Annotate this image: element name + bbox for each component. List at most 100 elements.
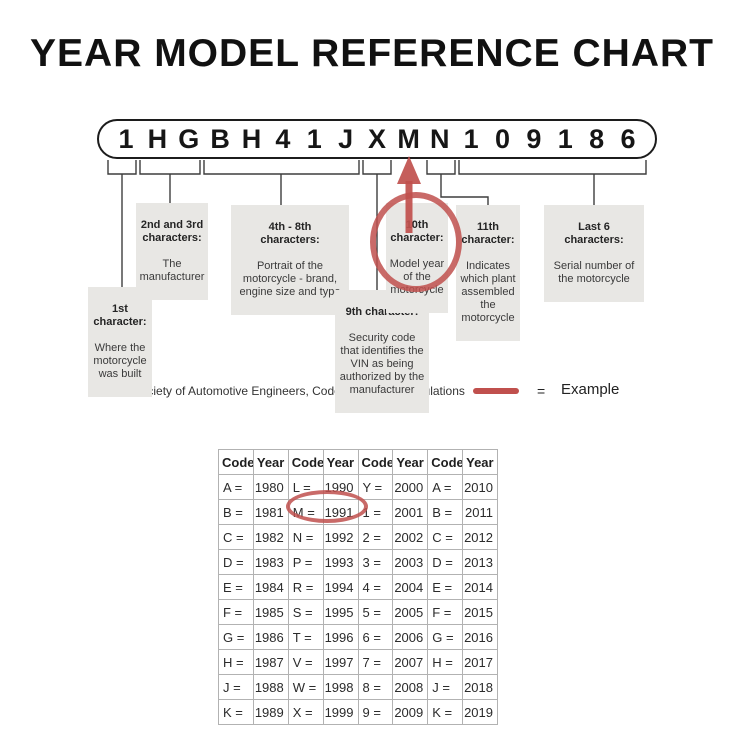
year-cell: 2007 xyxy=(392,649,429,675)
year-cell: 2012 xyxy=(462,524,498,550)
vin-character-4: B xyxy=(210,124,230,154)
code-cell: G = xyxy=(427,624,464,650)
code-cell: C = xyxy=(427,524,464,550)
year-cell: 2001 xyxy=(392,499,429,525)
table-row: B = 1981 M = 1991 1 = 2001 B = 2011 xyxy=(218,499,498,525)
year-cell: 2013 xyxy=(462,549,498,575)
bracket-9th-character xyxy=(362,160,392,175)
year-cell: 1983 xyxy=(252,549,289,575)
code-cell: Y = xyxy=(357,474,394,500)
year-cell: 1989 xyxy=(252,699,289,725)
callout-4th-8th-characters: 4th - 8th characters: Portrait of the mo… xyxy=(231,205,349,315)
column-header: Year xyxy=(462,449,498,475)
bracket-last-6-characters xyxy=(458,160,647,175)
vin-character-3: G xyxy=(178,124,200,154)
vin-character-12: 1 xyxy=(463,124,479,154)
year-cell: 2017 xyxy=(462,649,498,675)
vin-character-1: 1 xyxy=(118,124,134,154)
code-cell: 5 = xyxy=(357,599,394,625)
callout-body: Portrait of the motorcycle - brand, engi… xyxy=(239,260,341,298)
table-row: C = 1982 N = 1992 2 = 2002 C = 2012 xyxy=(218,524,498,550)
callout-1st-character: 1st character: Where the motorcycle was … xyxy=(88,287,152,397)
year-cell: 1988 xyxy=(252,674,289,700)
vin-character-10: M xyxy=(397,124,420,154)
bracket-11th-character xyxy=(426,160,456,175)
table-header-row: Code Year Code Year Code Year Code Year xyxy=(218,449,498,475)
year-cell: 1994 xyxy=(322,574,359,600)
year-cell: 2011 xyxy=(462,499,498,525)
year-cell: 2016 xyxy=(462,624,498,650)
code-cell: 1 = xyxy=(357,499,394,525)
vin-character-9: X xyxy=(367,124,386,154)
code-cell: 4 = xyxy=(357,574,394,600)
code-cell: T = xyxy=(287,624,324,650)
year-cell: 1985 xyxy=(252,599,289,625)
year-cell: 1987 xyxy=(252,649,289,675)
table-row: F = 1985 S = 1995 5 = 2005 F = 2015 xyxy=(218,599,498,625)
year-cell: 1986 xyxy=(252,624,289,650)
code-cell: J = xyxy=(218,674,254,700)
year-cell: 1984 xyxy=(252,574,289,600)
year-cell: 2018 xyxy=(462,674,498,700)
code-cell: 8 = xyxy=(357,674,394,700)
code-cell: B = xyxy=(427,499,464,525)
column-header: Code xyxy=(218,449,254,475)
callout-body: Where the motorcycle was built xyxy=(93,342,147,380)
year-cell: 1996 xyxy=(322,624,359,650)
code-cell: F = xyxy=(218,599,254,625)
column-header: Code xyxy=(427,449,464,475)
bracket-2nd-3rd-characters xyxy=(139,160,201,175)
year-cell: 2015 xyxy=(462,599,498,625)
vin-character-7: 1 xyxy=(306,124,322,154)
code-cell: H = xyxy=(218,649,254,675)
vin-character-14: 9 xyxy=(526,124,542,154)
code-cell: K = xyxy=(427,699,464,725)
code-cell: D = xyxy=(427,549,464,575)
callout-body: Model year of the motorcycle xyxy=(389,258,445,296)
code-cell: V = xyxy=(287,649,324,675)
column-header: Code xyxy=(357,449,394,475)
year-cell: 1998 xyxy=(322,674,359,700)
year-cell: 2005 xyxy=(392,599,429,625)
example-legend-label: Example xyxy=(561,381,620,398)
column-header: Year xyxy=(252,449,289,475)
code-cell: N = xyxy=(287,524,324,550)
year-code-table-header: Code Year Code Year Code Year Code Year xyxy=(218,449,498,475)
year-cell: 1992 xyxy=(322,524,359,550)
bracket-1st-character xyxy=(107,160,137,175)
callout-last-6-characters: Last 6 characters: Serial number of the … xyxy=(544,205,644,302)
connector-11th-character xyxy=(440,174,489,205)
year-cell: 1991 xyxy=(322,499,359,525)
table-row: J = 1988 W = 1998 8 = 2008 J = 2018 xyxy=(218,674,498,700)
table-row: A = 1980 L = 1990 Y = 2000 A = 2010 xyxy=(218,474,498,500)
year-cell: 2014 xyxy=(462,574,498,600)
callout-body: Security code that identifies the VIN as… xyxy=(339,332,425,396)
page-title: YEAR MODEL REFERENCE CHART xyxy=(30,32,714,75)
year-cell: 2009 xyxy=(392,699,429,725)
column-header: Code xyxy=(287,449,324,475)
callout-heading: 1st character: xyxy=(93,303,147,328)
vin-character-13: 0 xyxy=(494,124,511,154)
year-cell: 2019 xyxy=(462,699,498,725)
code-cell: E = xyxy=(427,574,464,600)
year-cell: 1990 xyxy=(322,474,359,500)
code-cell: 2 = xyxy=(357,524,394,550)
year-cell: 2010 xyxy=(462,474,498,500)
year-cell: 1982 xyxy=(252,524,289,550)
year-cell: 1997 xyxy=(322,649,359,675)
code-cell: D = xyxy=(218,549,254,575)
year-cell: 1999 xyxy=(322,699,359,725)
vin-character-11: N xyxy=(430,124,450,154)
table-row: H = 1987 V = 1997 7 = 2007 H = 2017 xyxy=(218,649,498,675)
code-cell: H = xyxy=(427,649,464,675)
callout-10th-character: 10th character: Model year of the motorc… xyxy=(386,203,448,313)
code-cell: P = xyxy=(287,549,324,575)
callout-heading: 4th - 8th characters: xyxy=(260,221,320,246)
callout-body: Serial number of the motorcycle xyxy=(553,260,635,285)
year-cell: 1993 xyxy=(322,549,359,575)
vin-character-8: J xyxy=(338,124,354,154)
callout-body: The manufacturer xyxy=(139,258,205,283)
table-row: D = 1983 P = 1993 3 = 2003 D = 2013 xyxy=(218,549,498,575)
